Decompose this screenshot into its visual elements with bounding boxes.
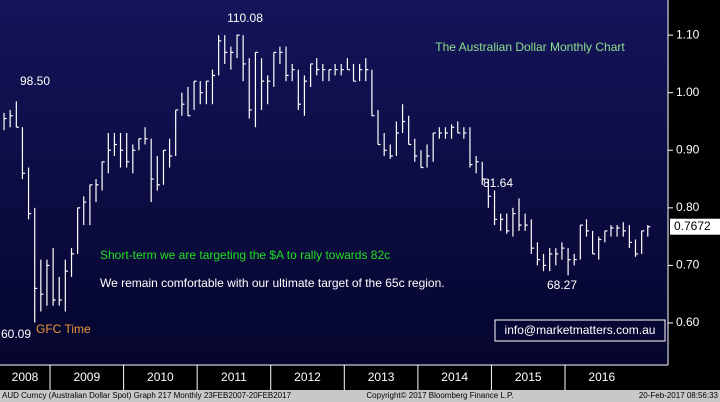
last-price-tag <box>670 218 720 235</box>
y-tick-label: 0.60 <box>676 315 700 329</box>
x-tick-label: 2013 <box>368 370 395 384</box>
annotation: Short-term we are targeting the $A to ra… <box>100 248 390 262</box>
annotation: 81.64 <box>483 176 513 190</box>
x-tick-label: 2009 <box>73 370 100 384</box>
plot-area <box>0 0 668 365</box>
x-tick-label: 2010 <box>147 370 174 384</box>
footer-right: 20-Feb-2017 08:56:33 <box>639 391 719 400</box>
x-tick-label: 2015 <box>515 370 542 384</box>
annotation: We remain comfortable with our ultimate … <box>100 276 445 290</box>
x-tick-label: 2008 <box>12 370 39 384</box>
contact: info@marketmatters.com.au <box>505 323 656 337</box>
annotation: 98.50 <box>20 74 50 88</box>
x-tick-label: 2012 <box>294 370 321 384</box>
y-tick-label: 0.80 <box>676 200 700 214</box>
y-tick-label: 1.10 <box>676 27 700 41</box>
x-tick-label: 2011 <box>221 370 247 384</box>
annotation: 110.08 <box>227 11 263 25</box>
annotation: GFC Time <box>36 322 91 336</box>
contact-box <box>494 319 666 342</box>
x-tick-label: 2016 <box>588 370 615 384</box>
y-tick-label: 0.90 <box>676 142 700 156</box>
y-tick-label: 0.70 <box>676 258 700 272</box>
footer-left: AUD Curncy (Australian Dollar Spot) Grap… <box>2 391 292 400</box>
annotation: 68.27 <box>547 278 577 292</box>
x-tick-label: 2014 <box>441 370 468 384</box>
footer-bar <box>0 390 720 402</box>
last-price: 0.7672 <box>674 219 711 233</box>
footer-center: Copyright© 2017 Bloomberg Finance L.P. <box>366 391 513 400</box>
y-tick-label: 1.00 <box>676 85 700 99</box>
annotation: 60.09 <box>1 327 31 341</box>
chart-title: The Australian Dollar Monthly Chart <box>435 40 625 54</box>
